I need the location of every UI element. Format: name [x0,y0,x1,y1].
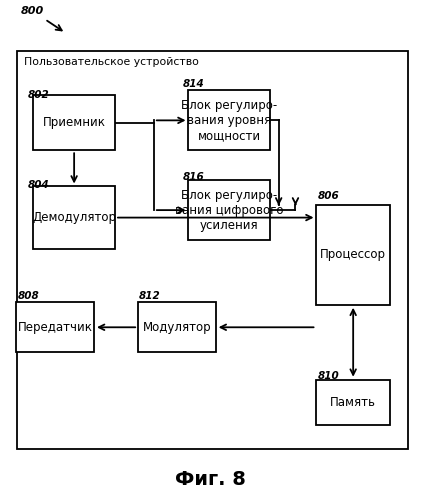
Text: 802: 802 [28,90,50,101]
Text: 800: 800 [21,6,44,16]
Text: 810: 810 [317,370,339,380]
Text: Приемник: Приемник [43,116,106,130]
Text: 816: 816 [183,172,205,181]
Bar [33,96,115,150]
Bar [317,205,390,305]
Text: Процессор: Процессор [320,248,386,262]
Text: Модулятор: Модулятор [143,321,211,334]
Text: Передатчик: Передатчик [18,321,93,334]
Text: Пользовательское устройство: Пользовательское устройство [24,56,199,66]
Text: Блок регулиро-
вания цифрового
усиления: Блок регулиро- вания цифрового усиления [175,188,284,232]
Text: Блок регулиро-
вания уровня
мощности: Блок регулиро- вания уровня мощности [181,99,277,142]
Bar [317,380,390,424]
Bar [33,186,115,249]
Text: Демодулятор: Демодулятор [32,211,116,224]
Text: 804: 804 [28,180,50,190]
Bar [189,180,270,240]
Text: 808: 808 [18,291,39,301]
Text: 806: 806 [317,191,339,201]
Text: 812: 812 [139,291,161,301]
Bar [189,90,270,150]
Text: 814: 814 [183,80,205,90]
Bar [16,302,94,352]
Text: Память: Память [330,396,376,408]
Bar [18,50,408,450]
Text: Фиг. 8: Фиг. 8 [175,470,246,489]
Bar [138,302,216,352]
